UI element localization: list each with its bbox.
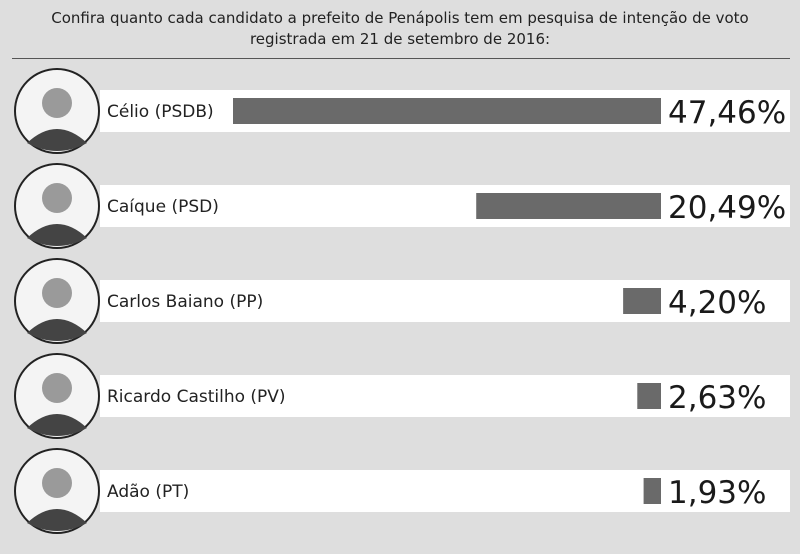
bar (233, 98, 661, 124)
portrait-head (42, 373, 72, 403)
row-band (100, 280, 790, 322)
portrait-head (42, 88, 72, 118)
bar (637, 383, 661, 409)
portrait (14, 448, 100, 534)
value-label: 2,63% (668, 380, 766, 416)
portrait-body (27, 319, 87, 341)
bar (476, 193, 661, 219)
value-label: 47,46% (668, 95, 786, 131)
category-label: Adão (PT) (107, 482, 189, 502)
category-label: Ricardo Castilho (PV) (107, 387, 286, 407)
title-rule (12, 58, 790, 59)
portrait (14, 163, 100, 249)
category-label: Carlos Baiano (PP) (107, 292, 263, 312)
row-band (100, 185, 790, 227)
row-band (100, 470, 790, 512)
row-band (100, 375, 790, 417)
portrait-body (27, 129, 87, 151)
portrait-body (27, 224, 87, 246)
portrait (14, 258, 100, 344)
portrait-head (42, 468, 72, 498)
bar (623, 288, 661, 314)
portrait (14, 68, 100, 154)
value-label: 1,93% (668, 475, 766, 511)
bar (643, 478, 661, 504)
chart-title: Confira quanto cada candidato a prefeito… (51, 9, 749, 48)
portrait-head (42, 278, 72, 308)
portrait-body (27, 509, 87, 531)
portrait-body (27, 414, 87, 436)
category-label: Célio (PSDB) (107, 102, 214, 122)
value-label: 20,49% (668, 190, 786, 226)
portrait (14, 353, 100, 439)
value-label: 4,20% (668, 285, 766, 321)
portrait-head (42, 183, 72, 213)
category-label: Caíque (PSD) (107, 197, 219, 217)
